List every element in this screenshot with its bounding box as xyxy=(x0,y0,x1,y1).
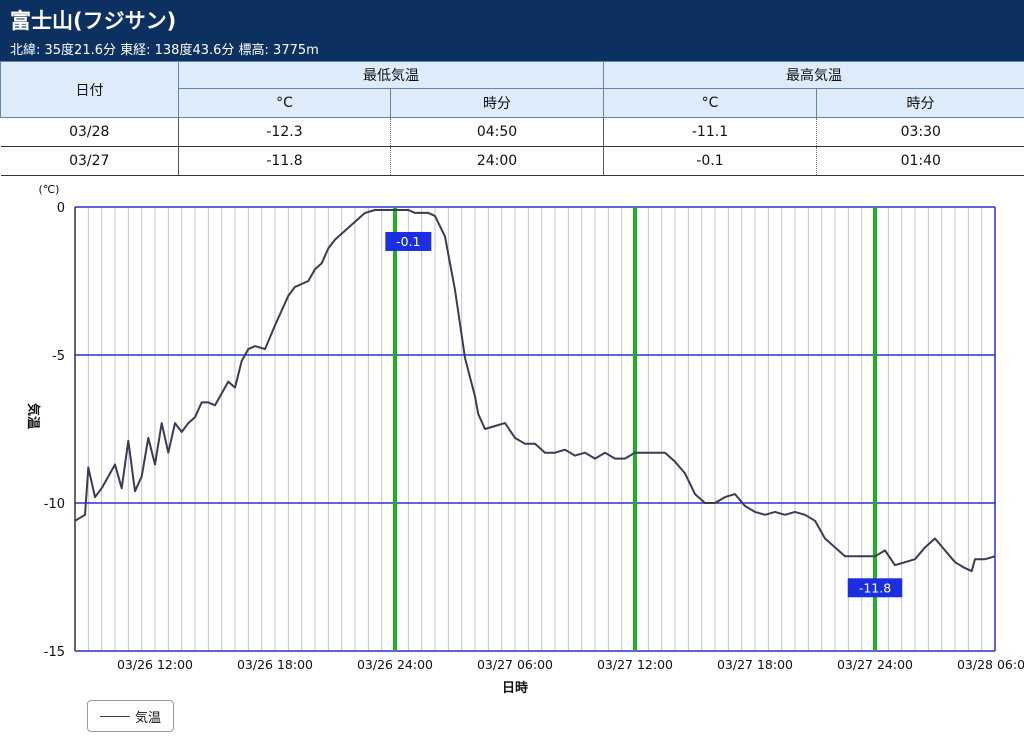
value-callout-label: -11.8 xyxy=(859,580,891,595)
row-max-temp: -11.1 xyxy=(603,117,817,147)
row-date: 03/27 xyxy=(0,146,179,176)
station-title: 富士山(フジサン) xyxy=(10,9,177,33)
value-callout-box xyxy=(385,231,432,251)
legend-line-swatch xyxy=(99,715,130,717)
row-min-time: 04:50 xyxy=(390,117,604,147)
x-tick-label: 03/27 18:00 xyxy=(717,657,793,672)
station-coordinates: 北緯: 35度21.6分 東経: 138度43.6分 標高: 3775m xyxy=(10,43,319,58)
y-tick-label: -10 xyxy=(44,497,65,512)
row-max-time: 03:30 xyxy=(816,117,1024,147)
value-callout-box xyxy=(847,578,903,598)
row-min-time: 24:00 xyxy=(390,146,604,176)
y-tick-label: -15 xyxy=(44,645,65,660)
row-min-temp: -11.8 xyxy=(178,146,391,176)
x-tick-label: 03/26 24:00 xyxy=(357,657,433,672)
header-min-time: 時分 xyxy=(390,88,604,118)
y-axis-title: 気温 xyxy=(25,403,41,429)
header-max-temp: 最高気温 xyxy=(603,61,1024,89)
row-date: 03/28 xyxy=(0,117,179,147)
table-row: 03/27 -11.8 24:00 -0.1 01:40 xyxy=(0,146,1024,176)
x-axis-title: 日時 xyxy=(502,680,528,696)
temperature-chart: 0 -5 -10 -15 03/26 12:00 03/26 18:00 03/26 24:… xyxy=(25,183,1024,696)
header-max-time: 時分 xyxy=(816,88,1024,118)
row-max-time: 01:40 xyxy=(816,146,1024,176)
header-min-celsius: °C xyxy=(178,88,391,118)
x-tick-label: 03/27 12:00 xyxy=(597,657,673,672)
x-tick-label: 03/26 18:00 xyxy=(237,657,313,672)
y-tick-label: -5 xyxy=(52,349,65,364)
table-row: 03/28 -12.3 04:50 -11.1 03:30 xyxy=(0,117,1024,147)
header-date: 日付 xyxy=(0,61,179,118)
chart-legend[interactable]: 気温 xyxy=(87,700,174,732)
temperature-summary-table: 日付 最低気温 最高気温 °C 時分 °C 時分 03/28 -12.3 04:… xyxy=(0,61,1024,176)
x-tick-label: 03/27 06:00 xyxy=(477,657,553,672)
legend-label: 気温 xyxy=(134,710,161,726)
value-callout-label: -0.1 xyxy=(396,234,420,249)
row-max-temp: -0.1 xyxy=(603,146,817,176)
y-tick-label: 0 xyxy=(57,201,65,216)
header-min-temp: 最低気温 xyxy=(178,61,604,89)
x-tick-label: 03/28 06:00 xyxy=(957,657,1024,672)
station-header: 富士山(フジサン) 北緯: 35度21.6分 東経: 138度43.6分 標高:… xyxy=(0,0,1024,61)
x-tick-label: 03/26 12:00 xyxy=(117,657,193,672)
x-tick-label: 03/27 24:00 xyxy=(837,657,913,672)
row-min-temp: -12.3 xyxy=(178,117,391,147)
temperature-series-line xyxy=(74,209,996,573)
header-max-celsius: °C xyxy=(603,88,817,118)
y-axis-unit: (℃) xyxy=(39,183,60,196)
